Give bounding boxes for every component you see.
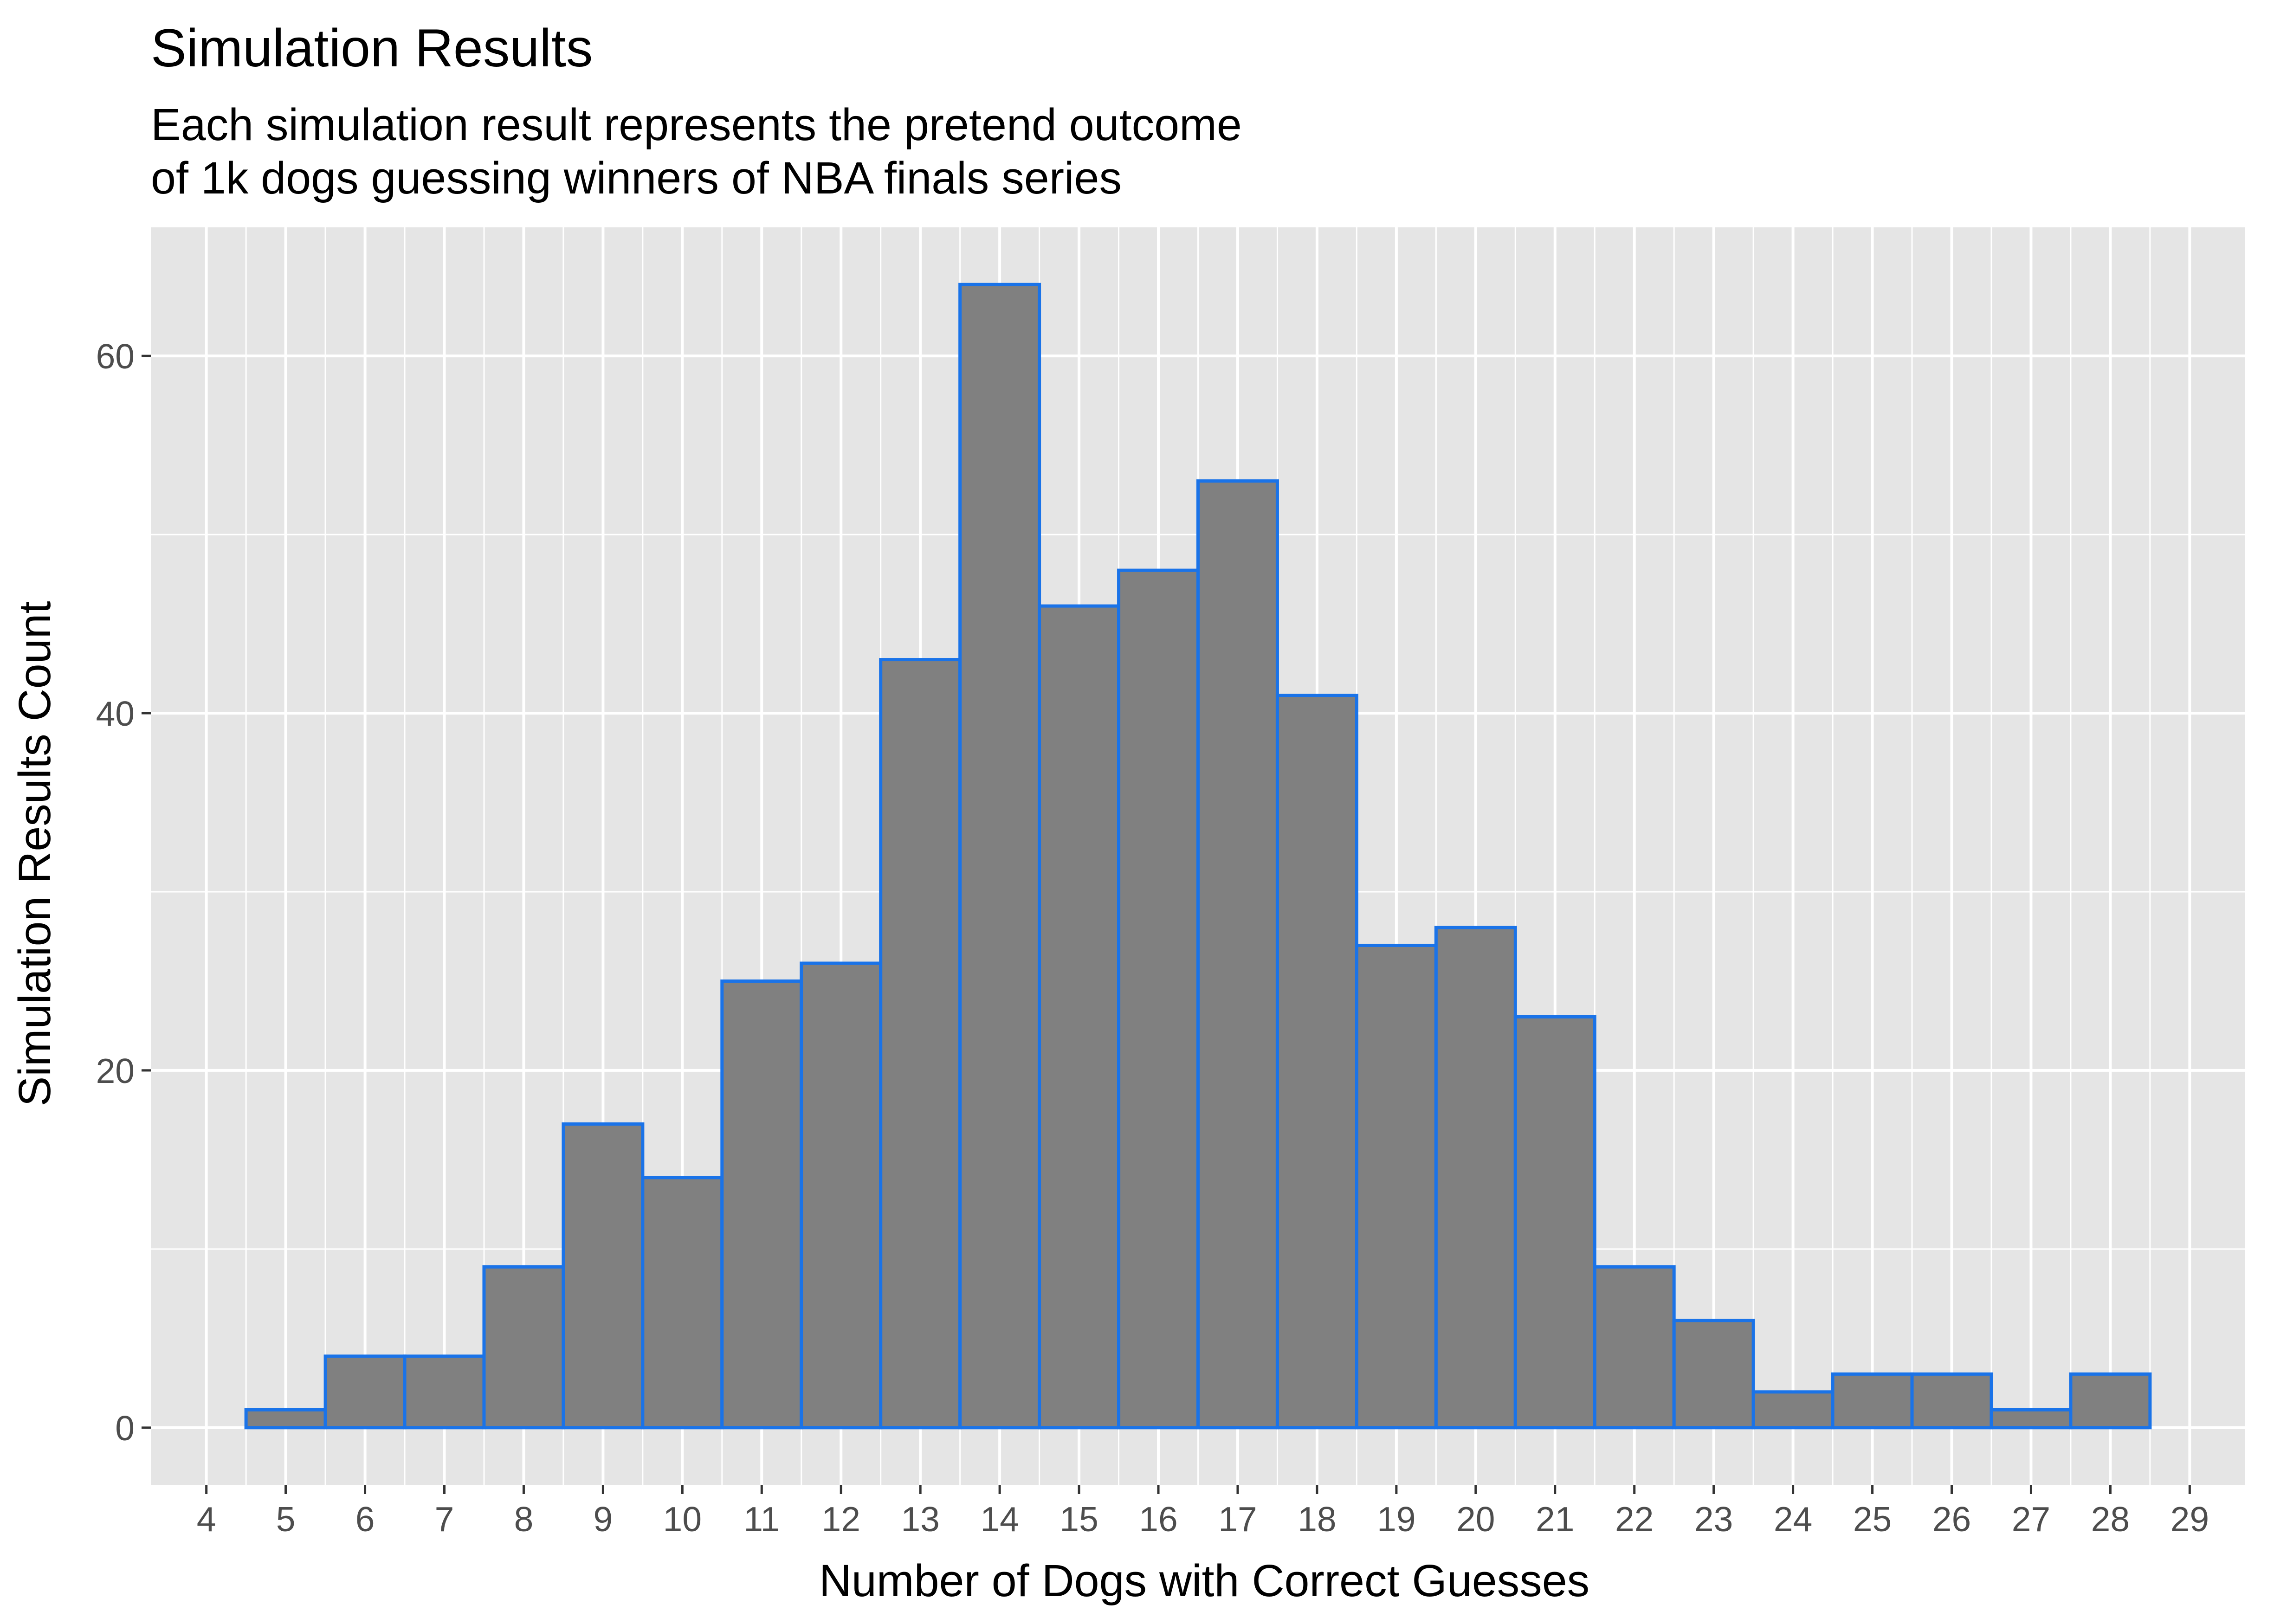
y-axis-title: Simulation Results Count: [9, 601, 60, 1106]
bar-x-7: [403, 1354, 486, 1430]
x-tick-label: 28: [2091, 1500, 2130, 1539]
bar-x-19: [1355, 943, 1438, 1430]
x-tick-label: 5: [276, 1500, 296, 1539]
bar-x-24: [1751, 1390, 1835, 1430]
x-tick-label: 10: [663, 1500, 702, 1539]
bar-x-26: [1910, 1372, 1993, 1430]
bar-x-21: [1513, 1015, 1596, 1430]
x-tick-label: 24: [1774, 1500, 1812, 1539]
y-axis: 0 20 40 60: [96, 337, 151, 1448]
x-tick-label: 8: [514, 1500, 534, 1539]
bar-x-16: [1117, 568, 1200, 1430]
x-tick-label: 16: [1139, 1500, 1177, 1539]
y-tick-label: 20: [96, 1051, 135, 1090]
x-tick-label: 6: [355, 1500, 375, 1539]
chart-subtitle-line-1: Each simulation result represents the pr…: [151, 99, 1242, 150]
x-tick-label: 7: [435, 1500, 454, 1539]
x-tick-label: 29: [2171, 1500, 2209, 1539]
x-tick-label: 20: [1456, 1500, 1495, 1539]
bar-x-10: [641, 1176, 724, 1430]
bar-x-27: [1990, 1408, 2073, 1430]
bar-x-8: [482, 1265, 565, 1430]
x-tick-label: 27: [2012, 1500, 2050, 1539]
x-tick-label: 14: [980, 1500, 1019, 1539]
bar-x-28: [2069, 1372, 2152, 1430]
x-tick-label: 18: [1298, 1500, 1336, 1539]
bar-x-12: [800, 961, 883, 1430]
x-axis: 4 5 6 7 8 9 10 11 12 13 14 15 16 17 18 19 20 21 22 23 24 25 26…: [197, 1485, 2209, 1539]
x-tick-label: 4: [197, 1500, 216, 1539]
bar-x-17: [1196, 479, 1279, 1430]
bar-x-11: [720, 979, 803, 1430]
x-tick-label: 13: [901, 1500, 939, 1539]
bar-x-23: [1672, 1319, 1755, 1430]
x-tick-label: 26: [1932, 1500, 1971, 1539]
x-tick-label: 23: [1694, 1500, 1733, 1539]
x-tick-label: 19: [1377, 1500, 1415, 1539]
bar-x-20: [1434, 926, 1517, 1430]
x-tick-label: 21: [1536, 1500, 1574, 1539]
x-tick-label: 17: [1218, 1500, 1257, 1539]
x-tick-label: 9: [594, 1500, 613, 1539]
bar-x-25: [1831, 1372, 1914, 1430]
bar-x-9: [562, 1122, 645, 1430]
x-axis-title: Number of Dogs with Correct Guesses: [819, 1555, 1589, 1606]
x-tick-label: 11: [743, 1500, 780, 1539]
y-tick-label: 40: [96, 694, 135, 733]
x-tick-label: 22: [1615, 1500, 1654, 1539]
histogram-bars: [244, 283, 2152, 1430]
x-tick-label: 12: [822, 1500, 860, 1539]
bar-x-6: [323, 1354, 407, 1430]
y-tick-label: 0: [115, 1409, 135, 1448]
x-tick-label: 15: [1059, 1500, 1098, 1539]
bar-x-15: [1038, 604, 1121, 1430]
bar-x-5: [244, 1408, 327, 1430]
bar-x-14: [958, 283, 1041, 1430]
bar-x-18: [1275, 694, 1358, 1430]
bar-x-22: [1593, 1265, 1676, 1430]
chart-title: Simulation Results: [151, 19, 593, 78]
chart-subtitle-line-2: of 1k dogs guessing winners of NBA final…: [151, 153, 1122, 203]
y-tick-label: 60: [96, 337, 135, 376]
x-tick-label: 25: [1853, 1500, 1892, 1539]
bar-x-13: [879, 658, 962, 1430]
